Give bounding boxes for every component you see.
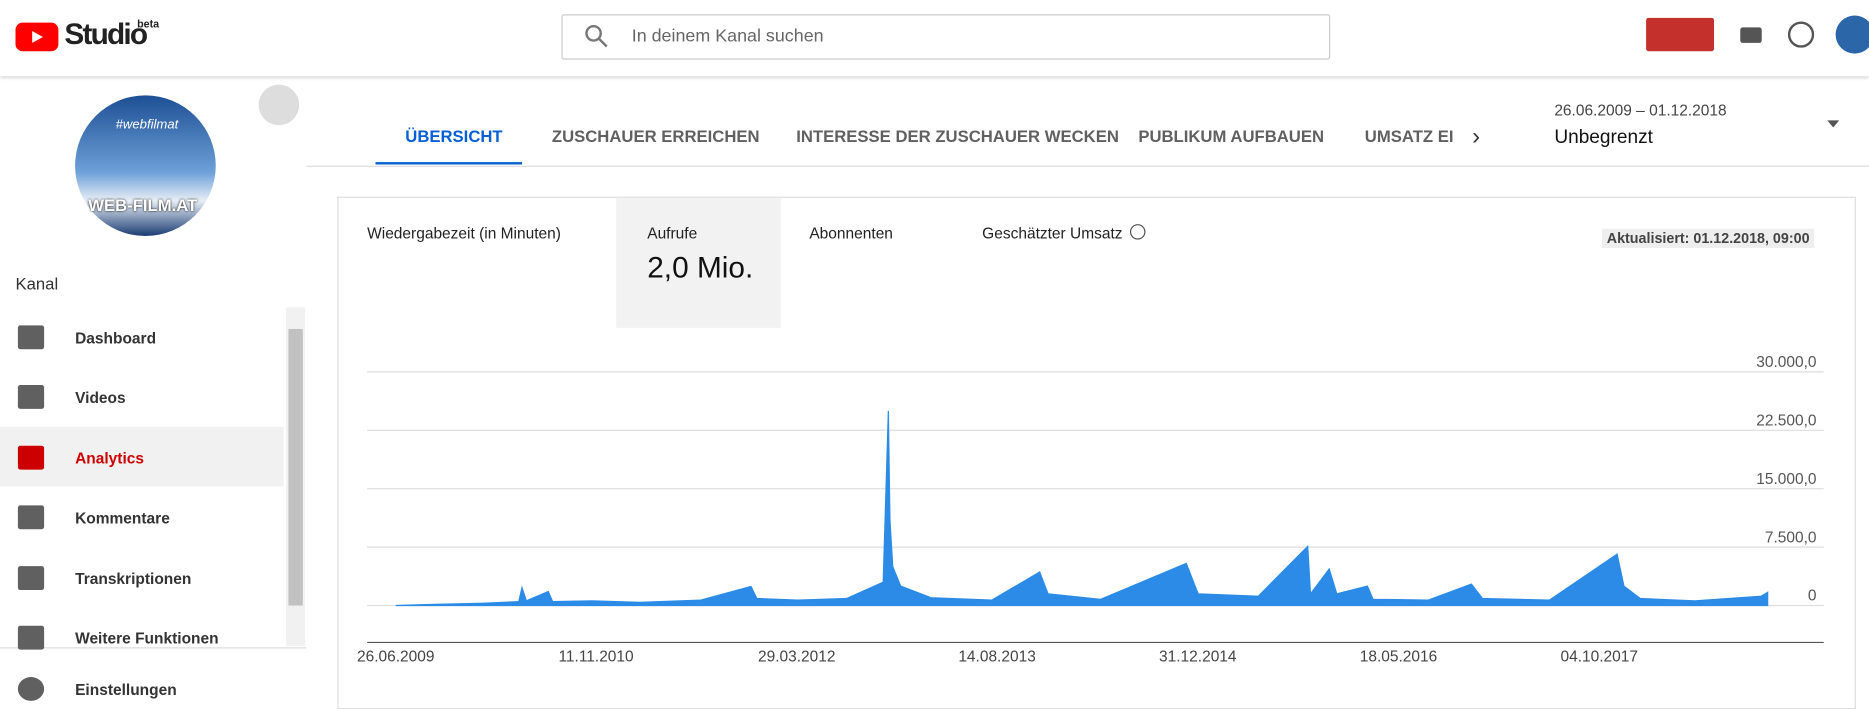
x-tick-label: 31.12.2014 <box>1159 649 1237 666</box>
nav-icon <box>17 325 45 350</box>
date-period[interactable]: Unbegrenzt <box>1554 127 1653 148</box>
top-bar <box>0 0 1869 77</box>
x-tick-label: 11.11.2010 <box>558 649 633 666</box>
logo-badge: beta <box>137 17 160 30</box>
account-avatar[interactable] <box>1835 15 1869 54</box>
camera-icon[interactable] <box>1740 27 1762 43</box>
nav-item[interactable]: Videos <box>75 389 126 407</box>
tab[interactable]: ÜBERSICHT <box>405 126 503 146</box>
channel-avatar[interactable] <box>75 95 216 237</box>
metric-label[interactable]: Wiedergabezeit (in Minuten) <box>367 224 561 242</box>
y-tick-label: 30.000,0 <box>1756 354 1816 371</box>
x-tick-label: 26.06.2009 <box>357 649 434 666</box>
nav-item[interactable]: Analytics <box>75 449 145 468</box>
search-icon <box>585 25 608 48</box>
tab[interactable]: INTERESSE DER ZUSCHAUER WECKEN <box>796 126 1119 146</box>
help-icon[interactable] <box>1787 21 1815 48</box>
active-item-bg <box>0 426 284 487</box>
nav-icon <box>17 625 45 650</box>
clock-icon <box>1129 224 1146 240</box>
metric-label[interactable]: Aufrufe <box>647 224 698 242</box>
x-tick-label: 04.10.2017 <box>1560 649 1638 666</box>
y-tick-label: 7.500,0 <box>1765 529 1817 546</box>
tab[interactable]: UMSATZ EI <box>1364 126 1454 146</box>
metric-label[interactable]: Geschätzter Umsatz <box>982 224 1123 242</box>
tab-underline <box>375 162 523 165</box>
settings-icon <box>17 677 45 701</box>
logo-play <box>32 30 43 43</box>
y-tick-label: 0 <box>1808 588 1817 605</box>
x-tick-label: 14.08.2013 <box>958 649 1036 666</box>
tab-next-arrow[interactable]: › <box>1472 123 1481 151</box>
tab-bar-line <box>306 165 1869 167</box>
metric-value: 2,0 Mio. <box>647 251 754 285</box>
y-tick-label: 22.500,0 <box>1756 413 1816 430</box>
avatar-tag: #webfilmat <box>115 118 179 133</box>
nav-item[interactable]: Transkriptionen <box>75 569 192 588</box>
metric-label[interactable]: Abonnenten <box>809 224 893 242</box>
avatar-brand: WEB-FILM.AT <box>88 195 198 215</box>
nav-item[interactable]: Weitere Funktionen <box>75 629 219 648</box>
dropdown-arrow[interactable] <box>1826 119 1840 129</box>
x-tick-label: 29.03.2012 <box>758 649 836 666</box>
section-label: Kanal <box>15 274 59 294</box>
nav-icon <box>17 385 45 410</box>
nav-icon <box>17 445 45 470</box>
sidebar-divider <box>0 647 307 649</box>
logo-text[interactable]: Studio <box>64 17 148 52</box>
search-box[interactable] <box>561 14 1331 60</box>
tab[interactable]: ZUSCHAUER ERREICHEN <box>551 126 760 146</box>
nav-item[interactable]: Dashboard <box>75 328 157 347</box>
tab[interactable]: PUBLIKUM AUFBAUEN <box>1138 126 1325 146</box>
nav-icon <box>17 505 45 530</box>
views-area <box>395 410 1769 607</box>
search-placeholder[interactable]: In deinem Kanal suchen <box>631 26 824 47</box>
x-tick-label: 18.05.2016 <box>1360 649 1437 666</box>
y-tick-label: 15.000,0 <box>1756 471 1816 488</box>
metric-selected-bg <box>616 197 781 328</box>
nav-item[interactable]: Kommentare <box>75 509 170 528</box>
nav-icon <box>17 565 45 590</box>
nav-item[interactable]: Einstellungen <box>75 680 177 699</box>
collapse-button[interactable] <box>258 84 300 126</box>
scroll-thumb[interactable] <box>288 328 303 606</box>
tubebuddy-button[interactable] <box>1646 17 1715 52</box>
updated-badge: Aktualisiert: 01.12.2018, 09:00 <box>1601 228 1815 248</box>
date-range: 26.06.2009 – 01.12.2018 <box>1554 101 1727 120</box>
